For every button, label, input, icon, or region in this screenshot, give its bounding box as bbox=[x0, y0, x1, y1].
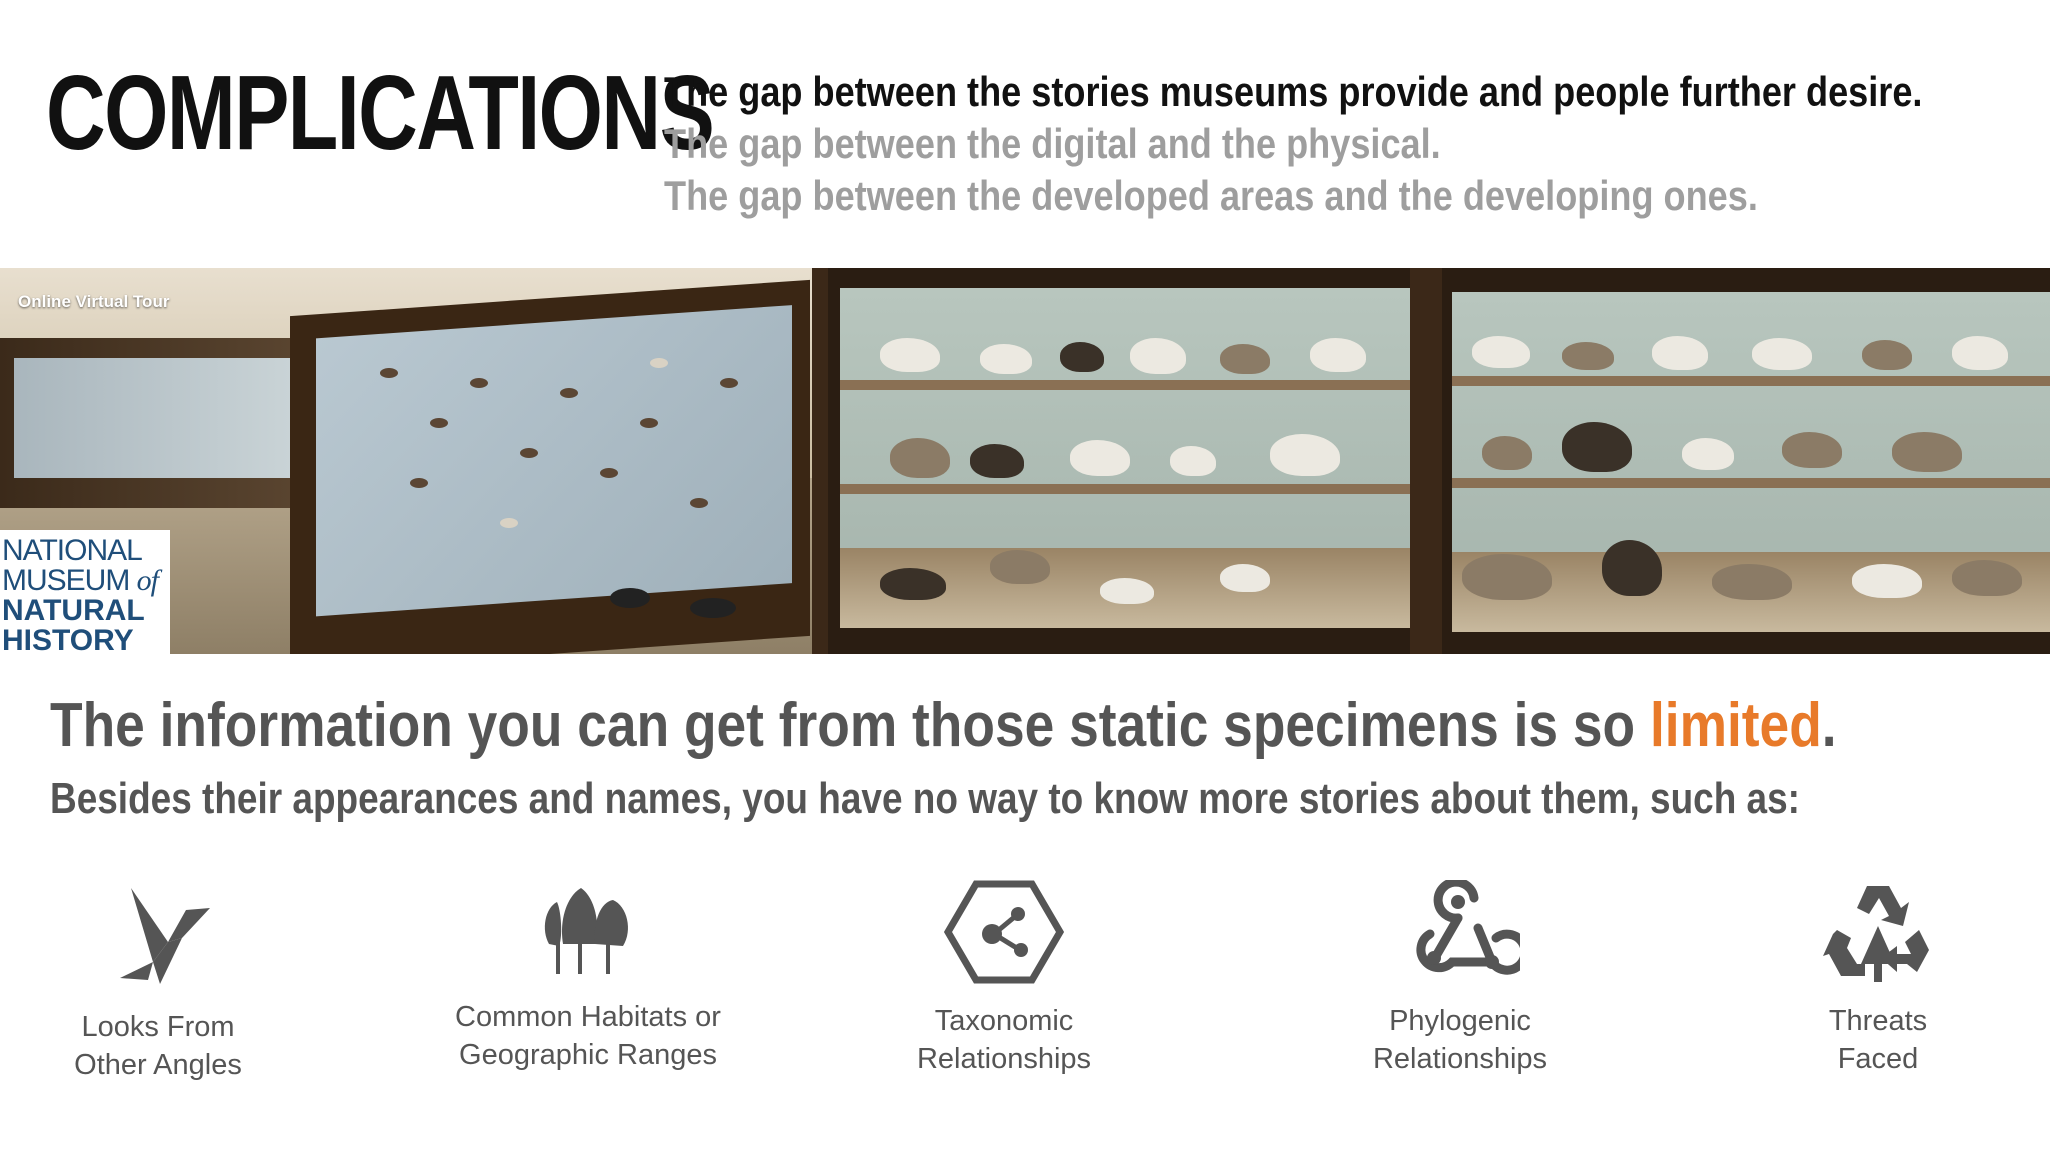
feature-habitats: Common Habitats or Geographic Ranges bbox=[408, 880, 768, 1074]
trees-icon bbox=[544, 888, 628, 974]
hexagon-network-icon bbox=[944, 880, 1064, 984]
origami-bird-icon bbox=[120, 888, 210, 984]
statement-subline: Besides their appearances and names, you… bbox=[50, 774, 1800, 823]
virtual-tour-label: Online Virtual Tour bbox=[18, 292, 170, 311]
feature-phylogenic: Phylogenic Relationships bbox=[1280, 880, 1640, 1078]
gap-stories: The gap between the stories museums prov… bbox=[664, 68, 1923, 115]
gap-digital: The gap between the digital and the phys… bbox=[664, 120, 1441, 167]
statement-headline: The information you can get from those s… bbox=[50, 691, 1837, 760]
page-title: COMPLICATIONS bbox=[46, 54, 715, 172]
feature-taxonomic: Taxonomic Relationships bbox=[824, 880, 1184, 1078]
webhook-icon bbox=[1416, 880, 1520, 975]
recycle-warning-icon bbox=[1823, 886, 1929, 982]
limited-highlight: limited bbox=[1649, 691, 1822, 760]
museum-logo: NATIONAL MUSEUM of NATURAL HISTORY bbox=[0, 530, 170, 654]
gap-list: The gap between the stories museums prov… bbox=[664, 66, 1922, 222]
story-feature-list: Looks From Other Angles Common Habitats … bbox=[0, 880, 2050, 1100]
feature-looks: Looks From Other Angles bbox=[0, 880, 338, 1084]
museum-photo-strip: Online Virtual Tour bbox=[0, 268, 2050, 654]
feature-threats: Threats Faced bbox=[1698, 880, 2050, 1078]
display-case-photo-1 bbox=[812, 268, 1426, 654]
gap-developing: The gap between the developed areas and … bbox=[664, 172, 1758, 219]
display-case-photo-2 bbox=[1426, 268, 2050, 654]
statement: The information you can get from those s… bbox=[50, 690, 1837, 762]
